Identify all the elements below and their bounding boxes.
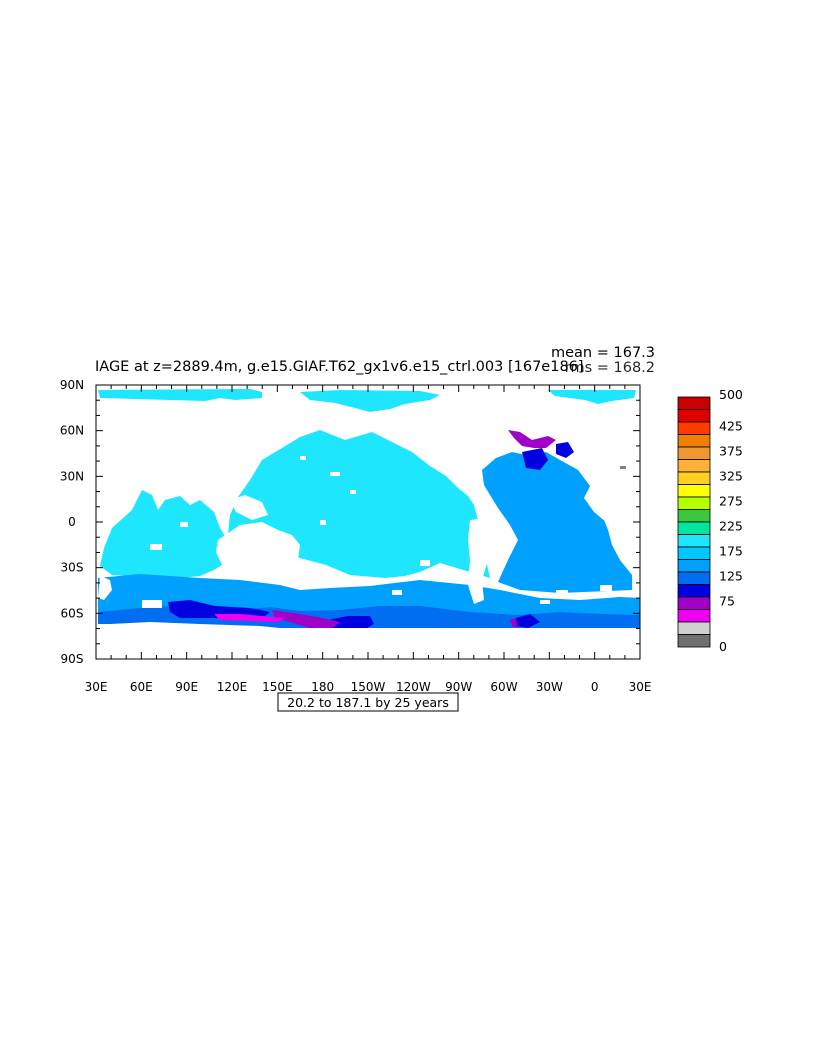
- southern-africa-land: [98, 576, 112, 600]
- footer-box: [277, 692, 459, 712]
- lon-tick-label: 60W: [490, 680, 517, 694]
- colorbar-label: 500: [719, 387, 743, 402]
- weddell-purple-region: [510, 618, 518, 628]
- colorbar-swatch: [677, 621, 711, 635]
- lat-tick-label: 60S: [61, 606, 84, 620]
- north-atlantic-deep-region: [556, 442, 574, 458]
- plot-title: IAGE at z=2889.4m, g.e15.GIAF.T62_gx1v6.…: [95, 359, 584, 375]
- lat-tick-label: 60N: [60, 424, 84, 438]
- colorbar-swatch: [677, 634, 711, 648]
- colorbar-swatch: [677, 396, 711, 410]
- colorbar-label: 125: [719, 568, 743, 583]
- lat-tick-label: 90N: [60, 378, 84, 392]
- colorbar-swatch: [677, 471, 711, 485]
- lon-tick-label: 120W: [396, 680, 431, 694]
- colorbar-label: 325: [719, 468, 743, 483]
- lon-tick-label: 90E: [175, 680, 198, 694]
- lat-tick-label: 0: [68, 515, 76, 529]
- map-plot: 90N 60N 30N 0 30S 60S 90S 30E 60E 90E 120E 150E 180…: [60, 378, 652, 694]
- lon-tick-label: 30W: [536, 680, 563, 694]
- arctic-ocean-region: [98, 389, 262, 401]
- latitude-labels: 90N 60N 30N 0 30S 60S 90S: [60, 378, 84, 666]
- colorbar-swatch: [677, 509, 711, 523]
- colorbar-swatch: [677, 446, 711, 460]
- colorbar-label: 225: [719, 518, 743, 533]
- lon-tick-label: 120E: [217, 680, 248, 694]
- colorbar: [677, 396, 711, 648]
- colorbar-swatch: [677, 609, 711, 623]
- ross-magenta-region: [214, 614, 284, 622]
- lon-tick-label: 180: [311, 680, 334, 694]
- lon-tick-label: 30E: [85, 680, 108, 694]
- colorbar-labels: 500 425 375 325 275 225 175 125 75 0: [719, 387, 743, 654]
- colorbar-swatch: [677, 584, 711, 598]
- land-speckles: [142, 456, 612, 608]
- colorbar-label: 175: [719, 543, 743, 558]
- colorbar-swatch: [677, 521, 711, 535]
- land-gray-mark: [620, 466, 626, 469]
- arctic-ocean-region: [300, 390, 440, 412]
- colorbar-label: 0: [719, 639, 727, 654]
- australia-land: [216, 522, 300, 576]
- colorbar-swatch: [677, 496, 711, 510]
- south-america-land: [468, 518, 492, 604]
- colorbar-label: 275: [719, 493, 743, 508]
- atlantic-ocean-region: [482, 452, 632, 593]
- africa-land: [590, 470, 632, 555]
- lon-tick-label: 150E: [262, 680, 293, 694]
- lat-tick-label: 90S: [61, 652, 84, 666]
- indian-ocean-region: [100, 490, 230, 578]
- colorbar-swatch: [677, 421, 711, 435]
- colorbar-swatch: [677, 409, 711, 423]
- ross-sea-purple-region: [272, 610, 340, 630]
- longitude-labels: 30E 60E 90E 120E 150E 180 150W 120W 90W 60W 30W 0 30…: [85, 680, 652, 694]
- lon-tick-label: 30E: [629, 680, 652, 694]
- map-ticks: [95, 384, 641, 660]
- colorbar-swatch: [677, 559, 711, 573]
- antarctica-land: [96, 628, 640, 659]
- colorbar-swatch: [677, 459, 711, 473]
- lon-tick-label: 90W: [445, 680, 472, 694]
- arctic-ocean-region: [548, 390, 636, 404]
- colorbar-swatch: [677, 434, 711, 448]
- footer-label: 20.2 to 187.1 by 25 years: [287, 695, 449, 710]
- labrador-purple-region: [508, 430, 556, 448]
- colorbar-swatch: [677, 546, 711, 560]
- lon-tick-label: 150W: [351, 680, 386, 694]
- indonesia-land: [230, 495, 268, 520]
- colorbar-label: 375: [719, 443, 743, 458]
- colorbar-swatch: [677, 596, 711, 610]
- mean-label: mean = 167.3: [551, 345, 655, 361]
- rms-label: rms = 168.2: [565, 360, 655, 376]
- colorbar-swatch: [677, 534, 711, 548]
- colorbar-swatch: [677, 571, 711, 585]
- colorbar-swatch: [677, 484, 711, 498]
- colorbar-label: 75: [719, 593, 735, 608]
- lon-tick-label: 0: [591, 680, 599, 694]
- lat-tick-label: 30N: [60, 469, 84, 483]
- colorbar-label: 425: [719, 418, 743, 433]
- weddell-deep-region: [516, 614, 540, 628]
- lat-tick-label: 30S: [61, 561, 84, 575]
- north-atlantic-deep-region: [522, 448, 548, 470]
- lon-tick-label: 60E: [130, 680, 153, 694]
